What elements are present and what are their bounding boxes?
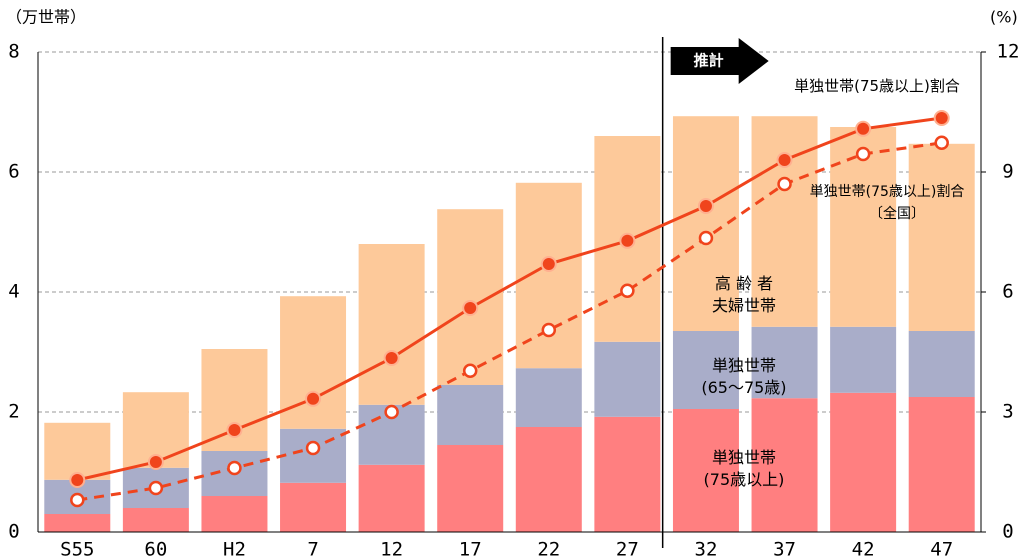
x-tick-label: 37 [773, 539, 796, 559]
y-unit-label: （万世帯） [6, 8, 86, 27]
line-marker [305, 440, 321, 456]
series-label: 単独世帯(75歳以上)割合〔全国〕 [810, 183, 965, 222]
x-tick-label: S55 [60, 539, 94, 559]
x-tick-label: 47 [930, 539, 953, 559]
line-marker [462, 300, 479, 316]
series-label-line: 単独世帯(75歳以上)割合 [794, 77, 960, 95]
y-tick-label: 2 [8, 401, 19, 423]
bar [751, 326, 818, 399]
line-marker [698, 230, 714, 246]
line-marker [540, 256, 557, 272]
series-label-line: 単独世帯 [712, 356, 776, 375]
y-tick-label: 6 [8, 161, 19, 183]
line-marker [934, 135, 949, 151]
line-marker [147, 454, 164, 470]
line-marker [227, 460, 242, 476]
line-marker [226, 422, 243, 438]
line-marker [619, 232, 636, 249]
bar [594, 416, 661, 532]
bar [672, 331, 739, 409]
x-tick-label: 22 [537, 539, 560, 559]
x-tick-label: 12 [380, 539, 403, 559]
x-tick-label: 42 [852, 539, 875, 559]
y2-tick-label: 9 [1002, 161, 1013, 183]
line-marker [933, 110, 950, 126]
bar [908, 397, 975, 532]
forecast-arrow [670, 38, 769, 84]
forecast-label: 推計 [694, 52, 724, 70]
y-tick-label: 8 [8, 41, 19, 63]
x-tick-label: H2 [223, 539, 246, 559]
line [76, 116, 942, 482]
y2-tick-label: 0 [1002, 521, 1013, 543]
series-label-line: 〔全国〕 [869, 205, 925, 222]
series-label-line: 単独世帯 [712, 448, 776, 467]
bar [672, 409, 739, 532]
bar [515, 368, 582, 427]
x-tick-label: 60 [144, 539, 167, 559]
bar [751, 398, 818, 532]
line-marker [462, 363, 478, 379]
line-marker [305, 390, 322, 407]
bar [594, 341, 661, 417]
line-marker [541, 322, 557, 338]
series-label: 単独世帯(75歳以上)割合 [794, 77, 960, 95]
y2-tick-label: 3 [1002, 401, 1013, 423]
line-marker [776, 152, 793, 168]
line-marker [384, 404, 399, 420]
bar [44, 422, 111, 480]
y-tick-label: 4 [8, 281, 19, 303]
line-marker [70, 492, 85, 508]
series-label-line: (75歳以上) [704, 470, 785, 489]
series-label: 単独世帯 (75歳以上) [704, 448, 785, 489]
series-label-line: 夫婦世帯 [712, 296, 776, 315]
series-label-line: 単独世帯(75歳以上)割合 [810, 183, 965, 200]
y2-unit-label: (%) [990, 8, 1018, 27]
x-tick-label: 7 [307, 539, 318, 559]
line-marker [148, 480, 164, 496]
x-tick-label: 32 [695, 539, 718, 559]
line-marker [620, 283, 635, 299]
y2-tick-label: 6 [1002, 281, 1013, 303]
bar [830, 392, 897, 532]
bar [437, 385, 504, 445]
x-tick-label: 27 [616, 539, 639, 559]
series-label-line: (65～75歳) [701, 378, 786, 397]
y2-tick-label: 12 [997, 41, 1020, 63]
bar [201, 496, 268, 532]
line-marker [697, 198, 714, 214]
line-marker [855, 146, 871, 162]
bar [280, 482, 347, 532]
bar [122, 508, 189, 532]
line-marker [383, 350, 400, 366]
line-marker [777, 176, 792, 192]
bar [515, 427, 582, 532]
x-tick-label: 17 [459, 539, 482, 559]
bar [908, 143, 975, 331]
bar [358, 244, 425, 405]
line [77, 141, 942, 502]
bar [358, 464, 425, 532]
bar [830, 326, 897, 393]
line-marker [855, 120, 872, 137]
series-label-line: 高 齢 者 [715, 274, 773, 293]
bar [44, 514, 111, 532]
series-label: 高 齢 者夫婦世帯 [712, 274, 776, 315]
y-tick-label: 0 [8, 521, 19, 543]
bar [280, 428, 347, 483]
bar [908, 331, 975, 397]
series-label: 単独世帯 (65～75歳) [701, 356, 786, 397]
bar [437, 445, 504, 532]
line-marker [69, 472, 86, 488]
